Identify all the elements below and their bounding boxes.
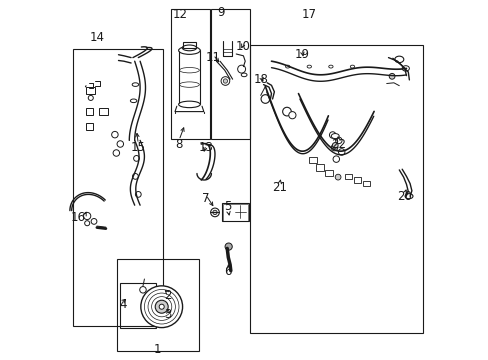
Circle shape	[133, 156, 139, 161]
Text: 15: 15	[131, 141, 145, 154]
Ellipse shape	[182, 45, 196, 51]
Circle shape	[282, 107, 291, 116]
Circle shape	[88, 95, 93, 100]
Text: 9: 9	[217, 6, 224, 19]
Circle shape	[237, 65, 245, 73]
Bar	[211, 9, 249, 139]
Circle shape	[135, 192, 141, 197]
Text: 21: 21	[272, 181, 286, 194]
Text: 7: 7	[202, 192, 209, 204]
Bar	[183, 42, 196, 48]
Text: 13: 13	[198, 141, 213, 154]
Bar	[73, 49, 163, 326]
Circle shape	[330, 144, 337, 151]
Text: 5: 5	[224, 201, 231, 213]
Circle shape	[83, 212, 91, 220]
Text: 16: 16	[71, 211, 85, 224]
Ellipse shape	[178, 101, 200, 108]
Text: 6: 6	[224, 265, 232, 278]
Bar	[170, 9, 210, 139]
Bar	[324, 170, 333, 176]
Text: 17: 17	[301, 8, 316, 21]
Circle shape	[155, 300, 168, 313]
Text: 14: 14	[89, 31, 104, 44]
Bar	[86, 123, 93, 130]
Ellipse shape	[178, 46, 200, 54]
Bar	[99, 108, 107, 115]
Text: 8: 8	[175, 138, 183, 150]
Text: 10: 10	[236, 40, 250, 53]
Bar	[117, 259, 199, 351]
Text: 4: 4	[119, 298, 126, 311]
Text: 3: 3	[164, 309, 171, 321]
Circle shape	[84, 221, 89, 226]
Bar	[86, 87, 95, 94]
Text: 22: 22	[331, 138, 346, 150]
Bar	[345, 174, 352, 179]
Bar	[120, 283, 156, 328]
Circle shape	[388, 73, 394, 79]
Ellipse shape	[330, 134, 339, 139]
Text: 11: 11	[205, 51, 220, 64]
Circle shape	[212, 210, 217, 215]
Circle shape	[111, 131, 118, 138]
Bar	[222, 203, 249, 221]
Circle shape	[117, 141, 123, 147]
Circle shape	[113, 150, 120, 156]
Circle shape	[91, 219, 97, 224]
Circle shape	[224, 243, 232, 250]
Ellipse shape	[404, 194, 412, 199]
Circle shape	[335, 174, 340, 180]
Bar	[315, 164, 324, 171]
Circle shape	[329, 132, 335, 138]
Circle shape	[140, 287, 146, 293]
Circle shape	[141, 286, 182, 328]
Text: 19: 19	[294, 48, 309, 60]
Ellipse shape	[394, 56, 403, 63]
Text: 20: 20	[396, 190, 411, 203]
Circle shape	[132, 174, 138, 179]
Bar	[354, 177, 361, 183]
Bar	[178, 50, 200, 104]
Text: 2: 2	[164, 289, 172, 302]
Text: 18: 18	[253, 73, 267, 86]
Bar	[223, 204, 248, 221]
Circle shape	[261, 95, 269, 103]
Circle shape	[221, 77, 229, 85]
Ellipse shape	[132, 83, 139, 86]
Bar	[249, 45, 422, 333]
Ellipse shape	[241, 73, 246, 77]
Circle shape	[159, 304, 164, 309]
Ellipse shape	[130, 99, 137, 103]
Circle shape	[332, 156, 339, 162]
Circle shape	[210, 208, 219, 217]
Circle shape	[335, 137, 342, 144]
Circle shape	[338, 149, 344, 155]
Bar	[86, 108, 93, 115]
Circle shape	[332, 143, 337, 148]
Ellipse shape	[401, 66, 408, 71]
Circle shape	[223, 79, 227, 83]
Bar	[308, 157, 317, 163]
Bar	[363, 181, 370, 186]
Text: 1: 1	[153, 343, 161, 356]
Circle shape	[288, 112, 295, 119]
Text: 12: 12	[172, 8, 187, 21]
